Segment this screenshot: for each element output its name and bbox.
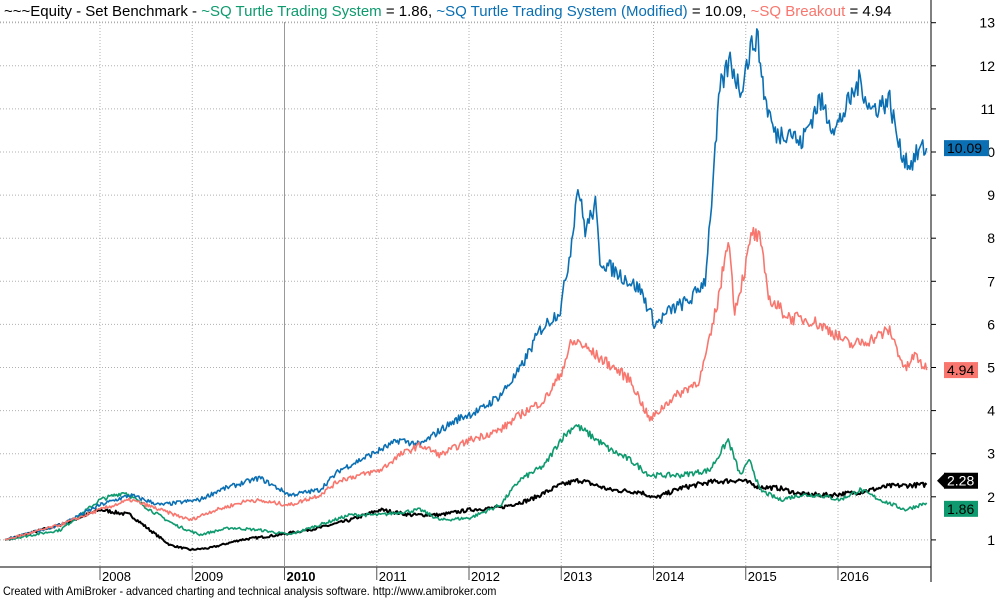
footer-credit: Created with AmiBroker - advanced charti… <box>3 584 497 598</box>
y-tick-label: 5 <box>987 360 995 376</box>
x-tick-label: 2016 <box>840 569 869 584</box>
x-tick-label: 2011 <box>379 569 407 584</box>
x-tick-label: 2014 <box>656 569 685 584</box>
x-tick-label: 2015 <box>748 569 777 584</box>
last-value-label: 1.86 <box>944 501 978 517</box>
legend-breakout-value: = 4.94 <box>845 3 892 20</box>
last-value-label: 4.94 <box>944 362 978 379</box>
label-value: 1.86 <box>947 501 974 517</box>
legend-breakout: ~SQ Breakout <box>750 3 846 20</box>
y-tick-label: 6 <box>987 316 995 332</box>
y-tick-label: 8 <box>987 230 995 246</box>
title-prefix: ~~~Equity - Set Benchmark - <box>4 3 202 20</box>
y-tick-label: 2 <box>987 489 995 505</box>
x-tick-label: 2010 <box>287 569 316 584</box>
legend-turtle-modified: ~SQ Turtle Trading System (Modified) <box>436 3 688 20</box>
label-value: 2.28 <box>947 473 974 489</box>
x-tick-label: 2009 <box>194 569 223 584</box>
last-value-label: 2.28 <box>937 472 978 489</box>
x-tick-label: 2012 <box>471 569 500 584</box>
label-background <box>944 140 989 157</box>
label-background <box>944 500 978 517</box>
label-value: 10.09 <box>947 140 982 156</box>
y-tick-label: 7 <box>987 273 995 289</box>
y-tick-label: 9 <box>987 187 995 203</box>
y-tick-label: 1 <box>987 532 995 548</box>
label-value: 4.94 <box>947 362 974 378</box>
chart-title: ~~~Equity - Set Benchmark - ~SQ Turtle T… <box>4 3 892 20</box>
label-arrow <box>937 472 945 489</box>
series-line--sq-turtle-trading-system-modified- <box>4 28 928 541</box>
y-tick-label: 0 <box>987 144 995 160</box>
series-line--sq-breakout <box>4 226 928 541</box>
legend-turtle: ~SQ Turtle Trading System <box>201 3 382 20</box>
y-tick-label: 12 <box>979 58 995 74</box>
last-value-label: 10.09 <box>944 140 989 157</box>
y-tick-label: 11 <box>980 101 995 117</box>
legend-turtle-modified-value: = 10.09, <box>687 3 751 20</box>
label-background <box>944 472 978 489</box>
y-tick-label: 13 <box>979 15 995 31</box>
y-tick-label: 3 <box>987 446 995 462</box>
series-line--sq-turtle-trading-system <box>4 424 928 541</box>
series-line-benchmark <box>4 478 928 552</box>
label-background <box>944 362 978 379</box>
legend-turtle-value: = 1.86, <box>381 3 437 20</box>
x-tick-label: 2008 <box>102 569 131 584</box>
y-tick-label: 4 <box>987 403 995 419</box>
x-tick-label: 2013 <box>563 569 592 584</box>
